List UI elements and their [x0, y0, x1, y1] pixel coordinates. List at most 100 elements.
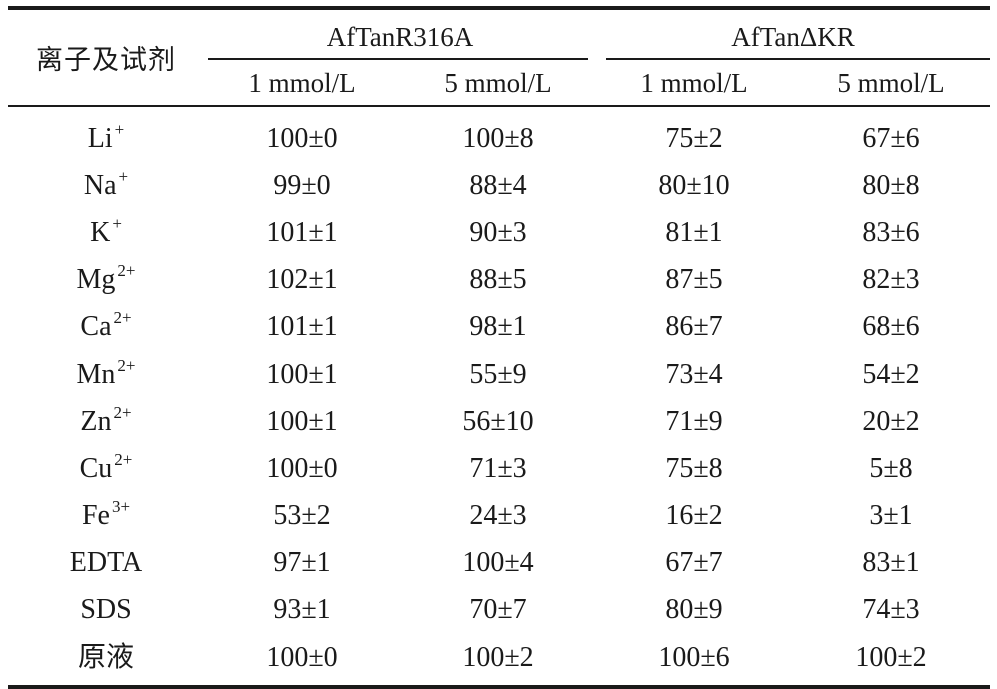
- table-row: Na +99±0 88±4 80±10 80±8: [8, 162, 990, 209]
- row-label-charge: +: [118, 166, 129, 186]
- table-row: Li +100±0 100±8 75±2 67±6: [8, 115, 990, 162]
- row-header-label: 离子及试剂: [36, 45, 176, 76]
- table-cell: 86±7: [665, 311, 723, 343]
- table-cell: 67±7: [665, 547, 723, 579]
- row-label-charge: 3+: [111, 497, 131, 517]
- group-rule-2: [606, 58, 990, 60]
- group-header-aftan-delta-kr: AfTanΔKR: [731, 21, 855, 52]
- row-label-base: Ca: [80, 311, 112, 343]
- row-label-charge: 2+: [117, 355, 136, 375]
- subheader-g2-1mmol: 1 mmol/L: [640, 67, 748, 98]
- subheader-g2-5mmol: 5 mmol/L: [837, 67, 945, 98]
- table-cell: 100±1: [266, 358, 338, 390]
- row-label-base: Na: [83, 169, 117, 201]
- table-cell: 100±6: [658, 641, 730, 673]
- table-row: Zn 2+ 100±1 56±10 71±9 20±2: [8, 398, 990, 445]
- row-label: Mg 2+: [8, 262, 204, 296]
- table-cell: 100±4: [462, 547, 534, 579]
- row-label-base: K: [90, 216, 111, 248]
- table-body: Li +100±0 100±8 75±2 67±6 Na +99±0 88±4 80±10 80±…: [8, 107, 990, 685]
- row-label: K +: [8, 215, 204, 248]
- table-cell: 82±3: [862, 264, 920, 296]
- table-row: Ca 2+ 101±1 98±1 86±7 68±6: [8, 304, 990, 351]
- row-label-base: Cu: [79, 452, 113, 484]
- table-row: SDS 93±1 70±7 80±9 74±3: [8, 587, 990, 634]
- row-label-base: EDTA: [69, 547, 143, 579]
- table-cell: 67±6: [862, 122, 920, 154]
- table-cell: 100±0: [266, 452, 338, 484]
- row-label: Ca 2+: [8, 309, 204, 343]
- table-cell: 3±1: [869, 500, 913, 532]
- row-label-base: Fe: [81, 500, 110, 532]
- row-label: 原液: [8, 641, 204, 673]
- table-cell: 75±8: [665, 452, 723, 484]
- table-cell: 80±9: [665, 594, 723, 626]
- row-label-base: Mn: [76, 358, 116, 390]
- table-row: EDTA 97±1 100±4 67±7 83±1: [8, 540, 990, 587]
- row-label: Na +: [8, 168, 204, 201]
- row-label-base: Mg: [76, 264, 116, 296]
- table-cell: 99±0: [273, 169, 331, 201]
- table-cell: 88±4: [469, 169, 527, 201]
- table-cell: 56±10: [462, 405, 534, 437]
- row-label-charge: 2+: [114, 449, 133, 469]
- table-cell: 74±3: [862, 594, 920, 626]
- table-cell: 71±3: [469, 452, 527, 484]
- table-cell: 100±2: [462, 641, 534, 673]
- table-cell: 98±1: [469, 311, 527, 343]
- table-cell: 75±2: [665, 122, 723, 154]
- table-row: Mn 2+ 100±1 55±9 73±4 54±2: [8, 351, 990, 398]
- row-label-charge: 2+: [117, 261, 136, 281]
- row-label: Zn 2+: [8, 404, 204, 437]
- table-row: 原液 100±0 100±2 100±6 100±2: [8, 634, 990, 681]
- row-label: Cu 2+: [8, 451, 204, 484]
- table-cell: 68±6: [862, 311, 920, 343]
- row-label-base: Zn: [80, 405, 112, 437]
- table-cell: 53±2: [273, 500, 331, 532]
- group-header-aftanr316a: AfTanR316A: [326, 21, 474, 52]
- table-cell: 100±2: [855, 641, 927, 673]
- table-cell: 16±2: [665, 500, 723, 532]
- table-cell: 90±3: [469, 216, 527, 248]
- table-row: Fe 3+ 53±2 24±3 16±2 3±1: [8, 493, 990, 540]
- row-label: Mn 2+: [8, 357, 204, 390]
- group-rule-1: [208, 58, 588, 60]
- row-label-base: 原液: [77, 641, 134, 673]
- table-cell: 102±1: [266, 264, 338, 296]
- bottom-rule: [8, 685, 990, 689]
- row-label-charge: 2+: [113, 308, 132, 328]
- table-cell: 5±8: [869, 452, 913, 484]
- row-label: SDS: [8, 596, 204, 624]
- row-label-charge: 2+: [113, 402, 132, 422]
- table-cell: 70±7: [469, 594, 527, 626]
- table-cell: 100±0: [266, 641, 338, 673]
- table-cell: 87±5: [665, 264, 723, 296]
- table-cell: 80±8: [862, 169, 920, 201]
- top-rule: [8, 6, 990, 10]
- table-cell: 80±10: [658, 169, 730, 201]
- row-label: EDTA: [8, 549, 204, 577]
- table-cell: 73±4: [665, 358, 723, 390]
- row-label: Li +: [8, 121, 204, 154]
- table-cell: 83±1: [862, 547, 920, 579]
- row-label-charge: +: [114, 119, 125, 139]
- table-cell: 101±1: [266, 216, 338, 248]
- table-cell: 100±0: [266, 122, 338, 154]
- row-label-charge: +: [112, 213, 122, 233]
- table-cell: 20±2: [862, 405, 920, 437]
- table-row: Mg 2+ 102±1 88±5 87±5 82±3: [8, 257, 990, 304]
- table-cell: 71±9: [665, 405, 723, 437]
- table-cell: 100±1: [266, 405, 338, 437]
- data-table: 离子及试剂 AfTanR316A AfTanΔKR 1 mmol/L 5 mmo…: [8, 6, 990, 689]
- table-row: K +101±1 90±3 81±1 83±6: [8, 209, 990, 256]
- table-cell: 81±1: [665, 216, 723, 248]
- row-label-base: SDS: [80, 594, 132, 626]
- table-cell: 93±1: [273, 594, 331, 626]
- row-label-base: Li: [87, 122, 113, 154]
- table-cell: 83±6: [862, 216, 920, 248]
- table-cell: 54±2: [862, 358, 920, 390]
- table-cell: 88±5: [469, 264, 527, 296]
- table-cell: 24±3: [469, 500, 527, 532]
- table-cell: 101±1: [266, 311, 338, 343]
- row-label: Fe 3+: [8, 498, 204, 532]
